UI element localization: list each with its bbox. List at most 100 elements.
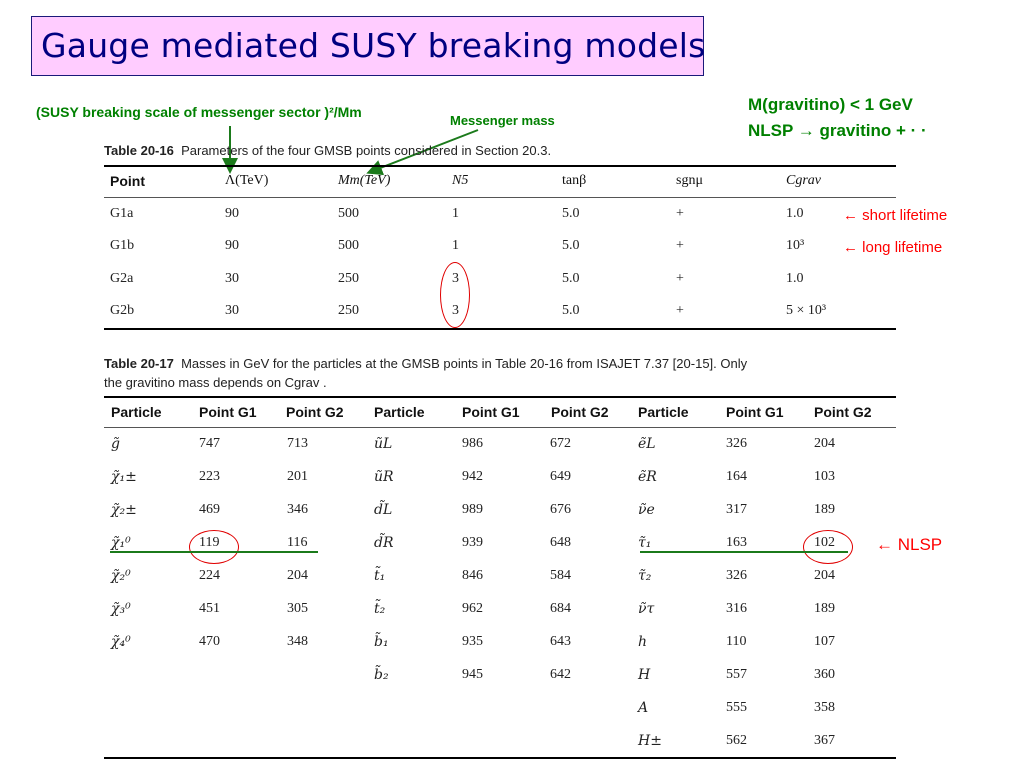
particle-symbol: t̃₁: [374, 568, 386, 584]
t1-cell: 500: [338, 238, 359, 253]
table1-bottom-rule: [104, 328, 896, 330]
t2-header-cell: Point G2: [286, 404, 344, 420]
particle-symbol: χ̃₂±: [111, 502, 137, 518]
mass-point-g2: 676: [550, 502, 571, 517]
particle-symbol: ν̃e: [638, 502, 655, 518]
mass-point-g1: 469: [199, 502, 220, 517]
mass-point-g2: 358: [814, 700, 835, 715]
scale-annotation: (SUSY breaking scale of messenger sector…: [36, 104, 362, 120]
t1-cell: 250: [338, 271, 359, 286]
t1-cell: 5.0: [562, 271, 580, 286]
t1-header-mm: Mm(TeV): [338, 173, 391, 188]
mass-point-g2: 360: [814, 667, 835, 682]
mass-point-g1: 989: [462, 502, 483, 517]
table1-header-rule: [104, 197, 896, 198]
table2-caption-line2: the gravitino mass depends on Cgrav .: [104, 375, 327, 390]
long-lifetime-note: ← long lifetime: [843, 239, 943, 256]
mass-point-g1: 451: [199, 601, 220, 616]
table2-top-rule: [104, 396, 896, 398]
nlsp-note: ← NLSP: [876, 535, 943, 554]
mass-point-g2: 189: [814, 601, 835, 616]
t1-cell: 5 × 10³: [786, 303, 827, 318]
t2-header-cell: Particle: [638, 404, 689, 420]
particle-symbol: χ̃₂⁰: [111, 568, 131, 584]
t1-cell: 10³: [786, 238, 805, 253]
particle-symbol: χ̃₁±: [111, 469, 137, 485]
particle-symbol: ν̃τ: [638, 601, 655, 617]
t1-cell: G2a: [110, 271, 134, 286]
mass-point-g2: 204: [814, 568, 835, 583]
mass-point-g2: 189: [814, 502, 835, 517]
t2-header-cell: Point G1: [199, 404, 257, 420]
particle-symbol: ẽR: [638, 469, 657, 485]
t1-cell: G1b: [110, 238, 135, 253]
mass-point-g1: 470: [199, 634, 220, 649]
t2-header-cell: Particle: [111, 404, 162, 420]
mass-point-g2: 643: [550, 634, 571, 649]
particle-symbol: A: [638, 700, 649, 716]
t1-header-point: Point: [110, 173, 145, 189]
mass-point-g1: 935: [462, 634, 483, 649]
particle-symbol: τ̃₂: [638, 568, 652, 584]
t2-header-cell: Point G1: [462, 404, 520, 420]
t2-header-cell: Point G2: [551, 404, 609, 420]
t1-cell: 1: [452, 238, 459, 253]
t1-cell: 30: [225, 303, 239, 318]
t2-header-cell: Point G2: [814, 404, 872, 420]
t1-cell: 5.0: [562, 238, 580, 253]
mass-point-g1: 562: [726, 733, 747, 748]
particle-symbol: ẽL: [638, 436, 656, 452]
short-lifetime-note: ← short lifetime: [843, 207, 948, 224]
table1-top-rule: [104, 165, 896, 167]
particle-symbol: b̃₁: [374, 634, 389, 650]
t1-cell: 1: [452, 206, 459, 221]
page-title: Gauge mediated SUSY breaking models: [41, 26, 706, 65]
mass-point-g1: 316: [726, 601, 747, 616]
gravitino-mass-note: M(gravitino) < 1 GeV: [748, 95, 913, 114]
mass-point-g1: 555: [726, 700, 747, 715]
particle-symbol: H: [638, 667, 651, 683]
mass-point-g1: 962: [462, 601, 483, 616]
t1-cell: +: [676, 206, 684, 221]
mass-point-g1: 326: [726, 436, 747, 451]
t1-cell: 30: [225, 271, 239, 286]
mass-point-g1: 317: [726, 502, 747, 517]
table1-caption: Table 20-16 Parameters of the four GMSB …: [104, 143, 552, 158]
mass-point-g2: 649: [550, 469, 571, 484]
table2-bottom-rule: [104, 757, 896, 759]
mass-point-g2: 103: [814, 469, 835, 484]
mass-point-g2: 642: [550, 667, 571, 682]
t1-cell: 1.0: [786, 206, 804, 221]
t1-cell: 250: [338, 303, 359, 318]
mass-point-g2: 107: [814, 634, 835, 649]
neutralino-underline: [110, 551, 318, 553]
particle-symbol: g̃: [111, 436, 120, 452]
t1-cell: 500: [338, 206, 359, 221]
mass-point-g1: 945: [462, 667, 483, 682]
mass-point-g2: 584: [550, 568, 571, 583]
mass-point-g2: 204: [814, 436, 835, 451]
particle-symbol: τ̃₁: [638, 535, 652, 551]
particle-symbol: h: [638, 634, 648, 650]
mass-point-g2: 116: [287, 535, 308, 550]
mass-point-g1: 557: [726, 667, 747, 682]
t1-header-sgnmu: sgnμ: [676, 173, 703, 188]
n5-highlight-circle: [440, 262, 470, 328]
table2-header-rule: [104, 427, 896, 428]
t1-cell: 5.0: [562, 206, 580, 221]
particle-symbol: d̃R: [374, 535, 394, 551]
t2-header-cell: Point G1: [726, 404, 784, 420]
mass-point-g1: 223: [199, 469, 220, 484]
mass-point-g2: 204: [287, 568, 308, 583]
mass-point-g2: 367: [814, 733, 835, 748]
t1-cell: +: [676, 271, 684, 286]
mass-point-g2: 201: [287, 469, 308, 484]
mass-point-g1: 939: [462, 535, 483, 550]
t1-cell: 5.0: [562, 303, 580, 318]
mass-point-g1: 747: [199, 436, 220, 451]
t1-header-cgrav: Cgrav: [786, 173, 821, 188]
stau-underline: [640, 551, 848, 553]
mass-point-g2: 346: [287, 502, 308, 517]
g1-nlsp-highlight-circle: [189, 530, 239, 564]
particle-symbol: ũL: [374, 436, 393, 452]
